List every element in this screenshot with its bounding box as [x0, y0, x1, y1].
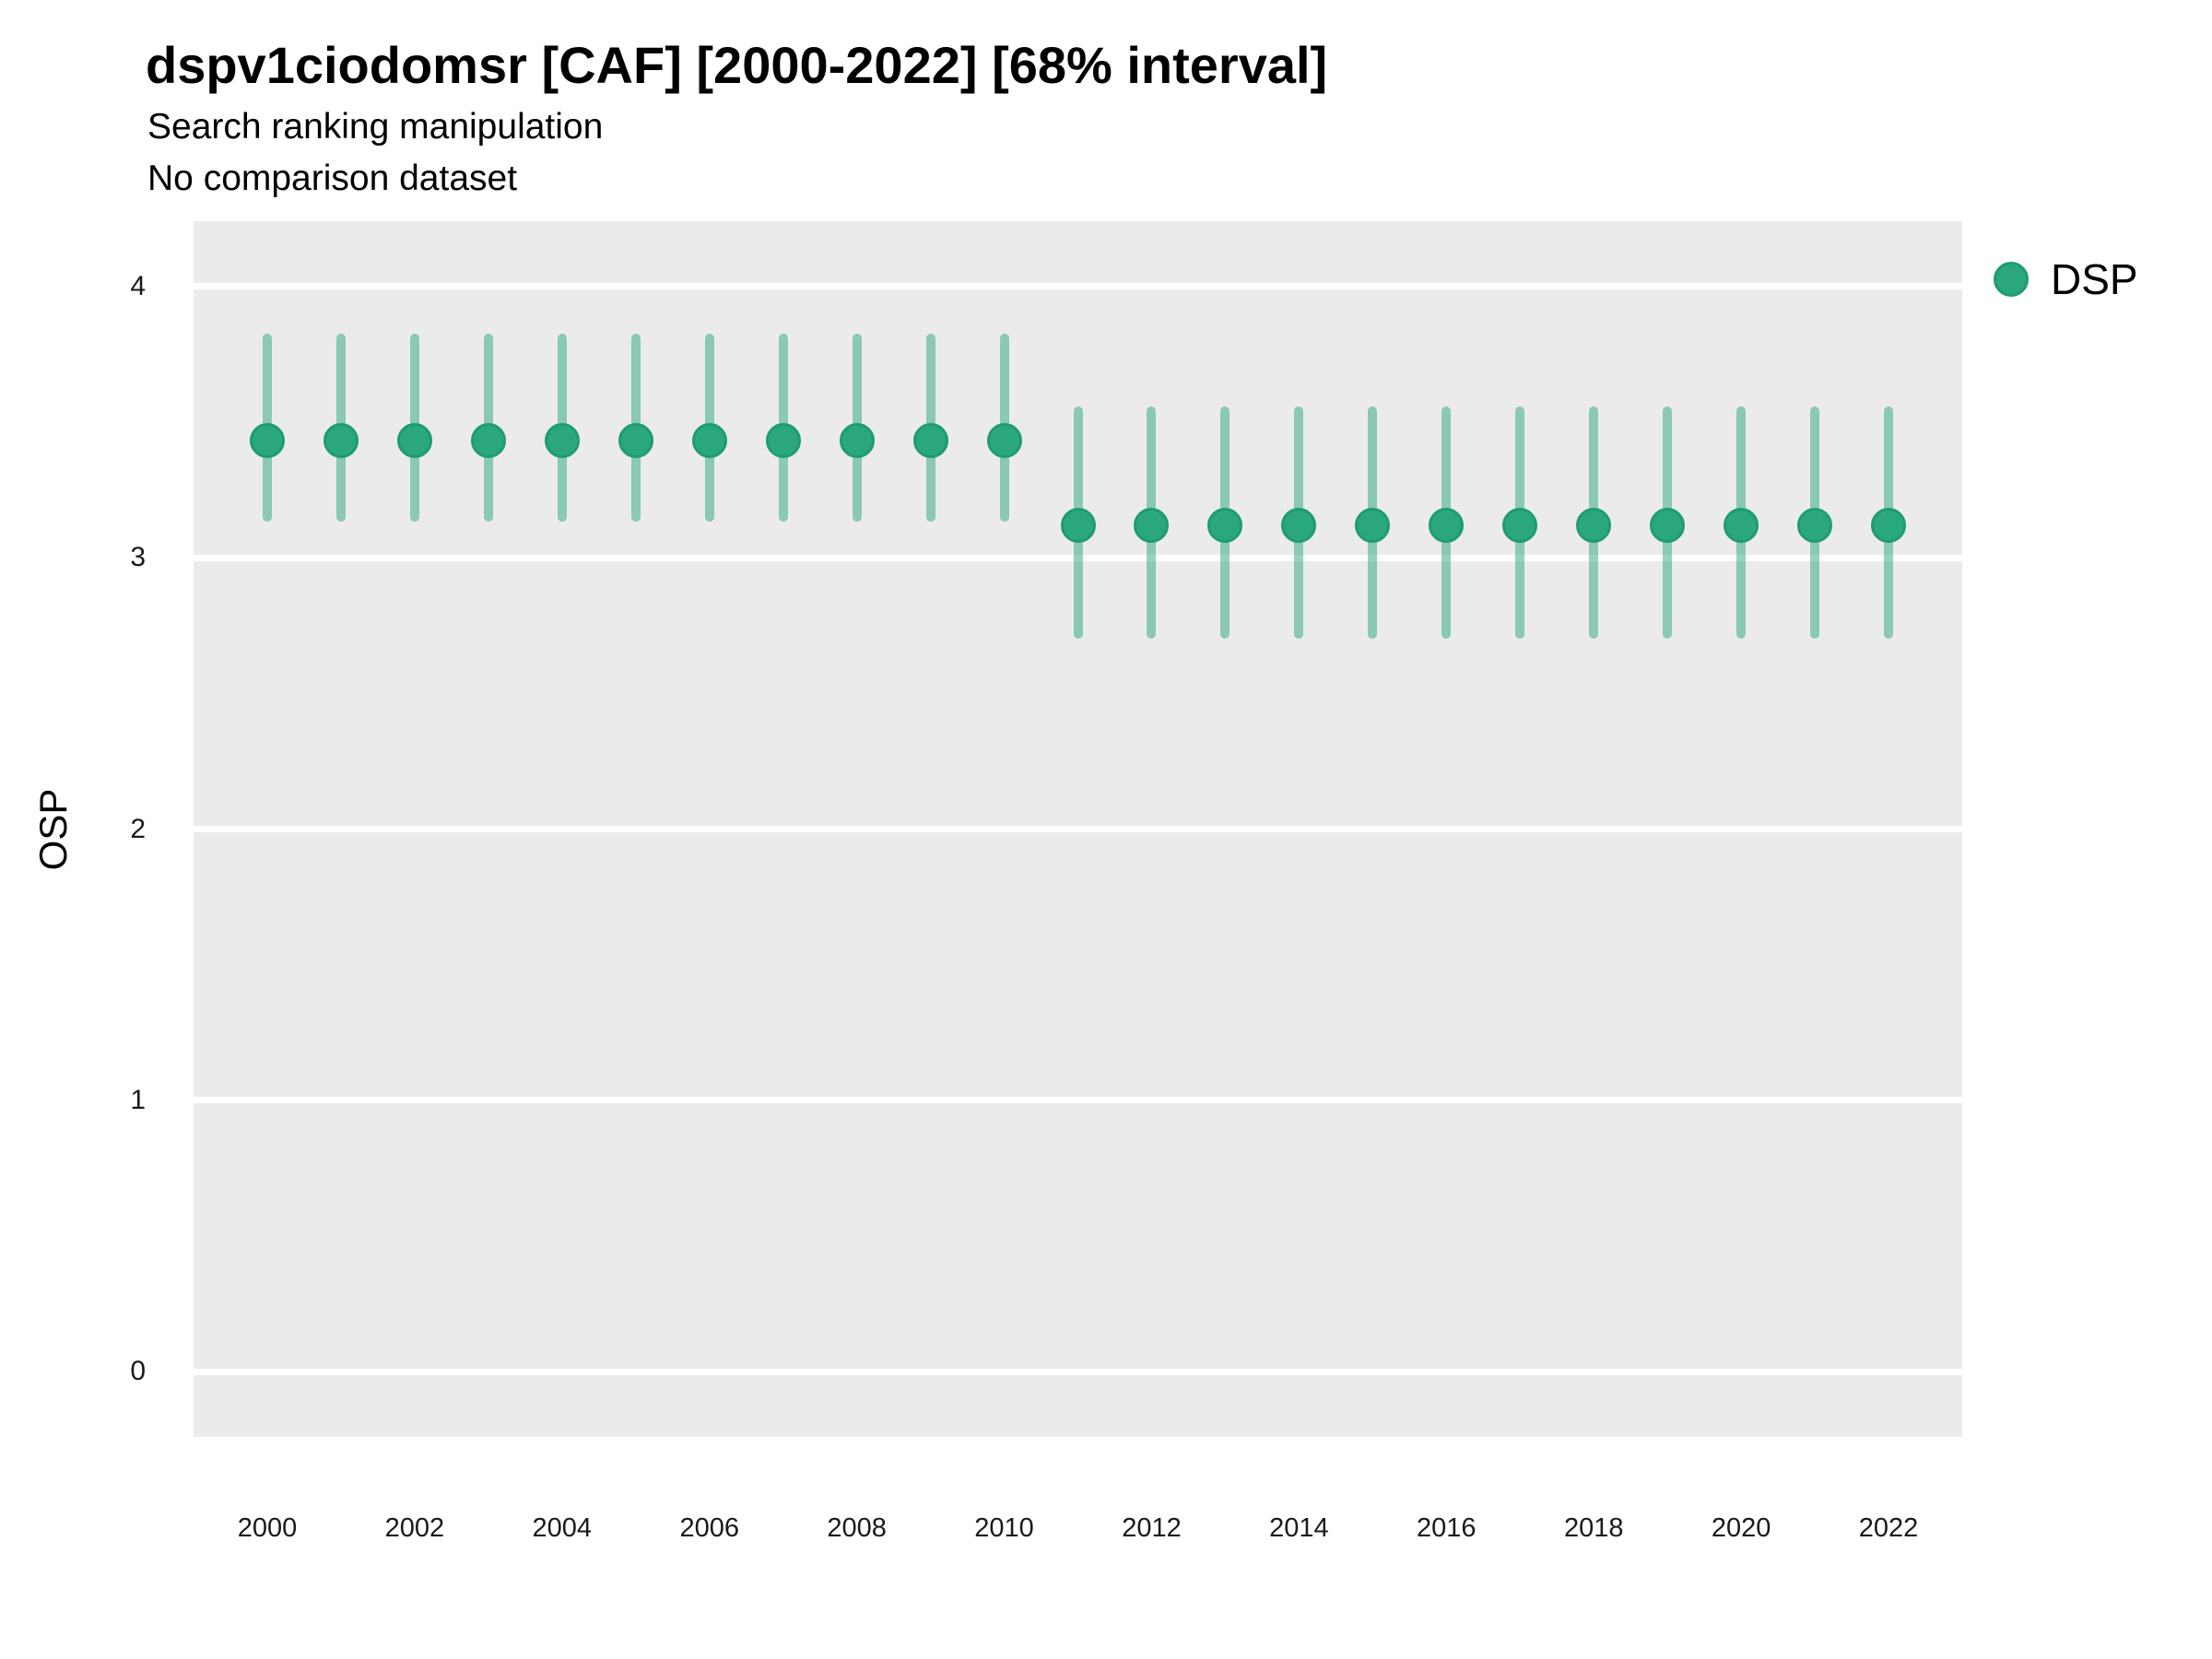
data-point: [765, 423, 801, 459]
x-tick-label: 2012: [1122, 1513, 1182, 1543]
chart-subtitle: Search ranking manipulation: [147, 107, 604, 147]
chart-title: dspv1ciodomsr [CAF] [2000-2022] [68% int…: [146, 36, 1328, 94]
data-point: [1281, 507, 1317, 543]
data-point: [839, 423, 875, 459]
x-tick-label: 2004: [532, 1513, 593, 1543]
x-tick-label: 2020: [1711, 1513, 1771, 1543]
x-tick-label: 2000: [237, 1513, 298, 1543]
x-tick-label: 2008: [827, 1513, 887, 1543]
y-tick-label: 3: [130, 542, 146, 573]
x-tick-label: 2006: [679, 1513, 739, 1543]
data-point: [1355, 507, 1391, 543]
data-point: [618, 423, 653, 459]
data-point: [1502, 507, 1538, 543]
data-point: [1724, 507, 1759, 543]
x-tick-label: 2016: [1417, 1513, 1477, 1543]
gridline-y-2: [194, 826, 1962, 832]
gridline-y-4: [194, 283, 1962, 290]
data-point: [1871, 507, 1907, 543]
data-point: [912, 423, 948, 459]
x-tick-label: 2002: [384, 1513, 445, 1543]
data-point: [544, 423, 580, 459]
data-point: [1429, 507, 1465, 543]
x-tick-label: 2022: [1858, 1513, 1919, 1543]
y-tick-label: 4: [130, 270, 146, 301]
legend-label: DSP: [2051, 255, 2138, 303]
data-point: [1060, 507, 1096, 543]
x-tick-label: 2010: [974, 1513, 1034, 1543]
gridline-y-1: [194, 1097, 1962, 1104]
x-tick-label: 2018: [1563, 1513, 1624, 1543]
y-axis-title: OSP: [31, 788, 75, 871]
gridline-y-0: [194, 1368, 1962, 1375]
chart-subtitle-note: No comparison dataset: [147, 159, 518, 198]
data-point: [323, 423, 359, 459]
data-point: [470, 423, 506, 459]
data-point: [1207, 507, 1243, 543]
data-point: [1650, 507, 1686, 543]
y-tick-label: 2: [130, 813, 146, 844]
data-point: [986, 423, 1022, 459]
legend: DSP: [1994, 254, 2138, 304]
legend-point-icon: [1994, 262, 2029, 297]
y-tick-label: 1: [130, 1084, 146, 1115]
data-point: [1134, 507, 1170, 543]
data-point: [1576, 507, 1612, 543]
plot-panel: [194, 221, 1962, 1437]
x-tick-label: 2014: [1269, 1513, 1329, 1543]
y-tick-label: 0: [130, 1356, 146, 1387]
data-point: [396, 423, 432, 459]
data-point: [1797, 507, 1833, 543]
data-point: [249, 423, 285, 459]
data-point: [691, 423, 727, 459]
